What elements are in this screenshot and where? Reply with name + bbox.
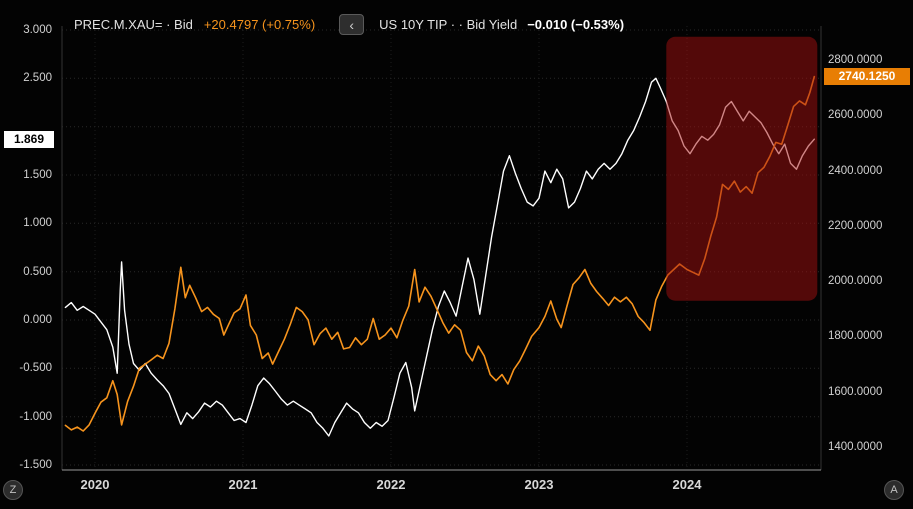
right-axis-tick-label: 1600.0000: [828, 385, 883, 398]
left-axis-tick-label: -1.500: [19, 459, 52, 471]
right-axis-tick-label: 2200.0000: [828, 219, 883, 232]
x-axis-tick-label: 2020: [80, 477, 110, 492]
highlight-region: [666, 36, 818, 301]
left-current-value-badge: 1.869: [4, 130, 54, 148]
left-axis-tick-label: 0.000: [23, 314, 52, 326]
corner-badge-z[interactable]: Z: [3, 480, 23, 500]
right-axis-tick-label: 2400.0000: [828, 164, 883, 177]
chart-legend: PREC.M.XAU= · Bid +20.4797 (+0.75%) ‹ US…: [74, 14, 624, 35]
left-axis-tick-label: 1.500: [23, 169, 52, 181]
x-axis-tick-label: 2022: [376, 477, 406, 492]
left-axis-tick-label: 2.500: [23, 72, 52, 85]
x-axis-tick-label: 2021: [228, 477, 258, 492]
chevron-left-icon: ‹: [349, 16, 354, 33]
left-axis: 3.000 2.500 1.500 1.000 0.500 0.000 -0.500 -1.0…: [0, 0, 55, 509]
right-axis-tick-label: 2600.0000: [828, 109, 883, 122]
left-axis-tick-label: 3.000: [23, 24, 52, 36]
x-axis-tick-label: 2023: [524, 477, 554, 492]
right-axis-tick-label: 1800.0000: [828, 330, 883, 343]
left-axis-tick-label: 1.000: [23, 217, 52, 230]
right-axis-tick-label: 1400.0000: [828, 441, 883, 453]
series2-change: −0.010 (−0.53%): [527, 17, 625, 32]
collapse-legend-button[interactable]: ‹: [339, 14, 365, 35]
left-axis-tick-label: -0.500: [19, 362, 52, 375]
corner-badge-a[interactable]: A: [884, 480, 904, 500]
series1-change: +20.4797 (+0.75%): [203, 17, 316, 32]
right-axis-tick-label: 2000.0000: [828, 275, 883, 288]
right-axis: 2800.0000 2600.0000 2400.0000 2200.0000 2000…: [826, 0, 913, 509]
left-axis-tick-label: 0.500: [23, 265, 52, 278]
left-axis-tick-label: -1.000: [19, 410, 52, 423]
right-axis-tick-label: 2800.0000: [828, 54, 883, 66]
series2-label[interactable]: US 10Y TIP · · Bid Yield: [379, 17, 518, 32]
x-axis-tick-label: 2024: [672, 477, 702, 492]
right-current-value-badge: 2740.1250: [824, 68, 910, 86]
series1-label[interactable]: PREC.M.XAU= · Bid: [74, 17, 193, 32]
